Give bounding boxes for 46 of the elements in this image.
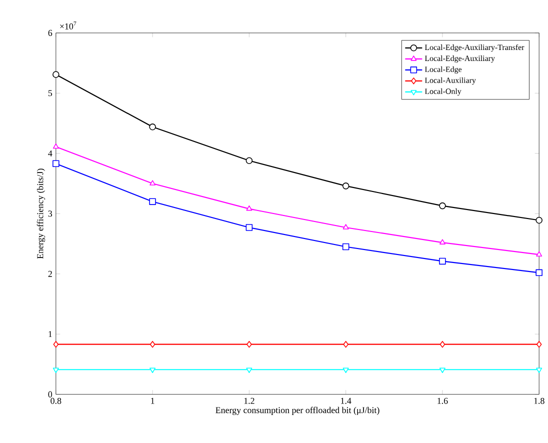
text: ×10$^{7}$: [60, 22, 76, 30]
x-tick-label: 1.8: [534, 398, 544, 404]
x-tick-label: 1: [151, 398, 154, 404]
y-tick-label: 1: [48, 331, 52, 337]
x-tick-label: 1.6: [438, 398, 448, 404]
point: [52, 70, 60, 78]
y-tick-label: 6: [48, 30, 52, 36]
y-tick-label: 0: [48, 391, 52, 398]
point: [536, 216, 542, 224]
point: [342, 182, 350, 190]
point: [52, 143, 59, 149]
point: [342, 368, 349, 373]
point: [246, 224, 253, 231]
point: [246, 368, 252, 373]
point: [52, 160, 60, 167]
point: [150, 180, 156, 186]
x-tick-label: 0.8: [50, 398, 62, 404]
point: [343, 340, 348, 348]
point: [53, 340, 59, 348]
point: [342, 243, 350, 250]
point: [52, 368, 59, 373]
point: [440, 340, 446, 348]
x-tick-label: 1.2: [244, 398, 254, 404]
point: [246, 157, 253, 164]
point: [150, 340, 156, 348]
x-tick-label: 1.4: [341, 398, 352, 404]
point: [439, 368, 446, 373]
y-axis-title: Energy efficiency (bits/J): [36, 168, 46, 259]
point: [536, 368, 542, 373]
point: [342, 224, 349, 230]
point: [149, 198, 156, 205]
point: [536, 269, 542, 276]
point: [246, 340, 252, 348]
y-tick-label: 5: [48, 90, 52, 96]
point: [439, 202, 446, 210]
point: [536, 251, 542, 256]
point: [149, 123, 156, 130]
point: [150, 368, 156, 373]
point: [246, 205, 252, 211]
x-axis-title: Energy consumption per offloaded bit (μJ/bit): [216, 406, 380, 415]
point: [439, 239, 446, 244]
point: [536, 340, 542, 348]
point: [439, 258, 446, 264]
y-tick-label: 2: [48, 270, 52, 277]
y-tick-label: 4: [48, 150, 52, 156]
y-tick-label: 3: [48, 210, 52, 217]
